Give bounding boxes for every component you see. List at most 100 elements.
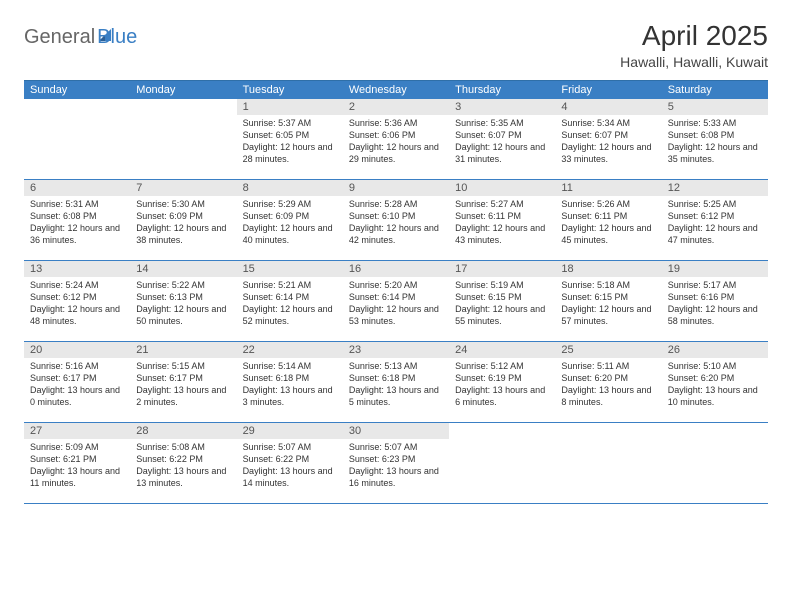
day-number: 19	[662, 261, 768, 277]
day-number: 2	[343, 99, 449, 115]
header: General Blue April 2025 Hawalli, Hawalli…	[24, 20, 768, 70]
day-info: Sunrise: 5:26 AMSunset: 6:11 PMDaylight:…	[555, 198, 661, 247]
day-number: 3	[449, 99, 555, 115]
calendar-cell: 29 Sunrise: 5:07 AMSunset: 6:22 PMDayligh…	[237, 423, 343, 503]
calendar-cell: 5 Sunrise: 5:33 AMSunset: 6:08 PMDaylight…	[662, 99, 768, 179]
calendar-week: 6 Sunrise: 5:31 AMSunset: 6:08 PMDaylight…	[24, 180, 768, 261]
day-info: Sunrise: 5:14 AMSunset: 6:18 PMDaylight:…	[237, 360, 343, 409]
calendar-cell: 7 Sunrise: 5:30 AMSunset: 6:09 PMDaylight…	[130, 180, 236, 260]
day-info: Sunrise: 5:33 AMSunset: 6:08 PMDaylight:…	[662, 117, 768, 166]
day-number: 7	[130, 180, 236, 196]
day-info: Sunrise: 5:08 AMSunset: 6:22 PMDaylight:…	[130, 441, 236, 490]
day-info: Sunrise: 5:28 AMSunset: 6:10 PMDaylight:…	[343, 198, 449, 247]
day-number: 10	[449, 180, 555, 196]
calendar-cell: 25 Sunrise: 5:11 AMSunset: 6:20 PMDayligh…	[555, 342, 661, 422]
calendar-cell	[24, 99, 130, 179]
day-info: Sunrise: 5:30 AMSunset: 6:09 PMDaylight:…	[130, 198, 236, 247]
day-number: 18	[555, 261, 661, 277]
day-number: 28	[130, 423, 236, 439]
day-info: Sunrise: 5:35 AMSunset: 6:07 PMDaylight:…	[449, 117, 555, 166]
logo-word-1: General	[24, 26, 95, 49]
day-info: Sunrise: 5:21 AMSunset: 6:14 PMDaylight:…	[237, 279, 343, 328]
calendar-cell: 30Sunrise: 5:07 AMSunset: 6:23 PMDayligh…	[343, 423, 449, 503]
day-number: 5	[662, 99, 768, 115]
calendar-cell: 26Sunrise: 5:10 AMSunset: 6:20 PMDayligh…	[662, 342, 768, 422]
page-title: April 2025	[620, 20, 768, 52]
calendar-week: 13 Sunrise: 5:24 AMSunset: 6:12 PMDayligh…	[24, 261, 768, 342]
calendar-cell	[662, 423, 768, 503]
calendar-cell: 12 Sunrise: 5:25 AMSunset: 6:12 PMDayligh…	[662, 180, 768, 260]
day-info: Sunrise: 5:13 AMSunset: 6:18 PMDaylight:…	[343, 360, 449, 409]
day-info: Sunrise: 5:18 AMSunset: 6:15 PMDaylight:…	[555, 279, 661, 328]
day-number: 12	[662, 180, 768, 196]
calendar-cell: 15Sunrise: 5:21 AMSunset: 6:14 PMDayligh…	[237, 261, 343, 341]
day-info: Sunrise: 5:20 AMSunset: 6:14 PMDaylight:…	[343, 279, 449, 328]
day-number: 25	[555, 342, 661, 358]
day-number: 1	[237, 99, 343, 115]
calendar-cell: 6 Sunrise: 5:31 AMSunset: 6:08 PMDaylight…	[24, 180, 130, 260]
calendar-week: 27 Sunrise: 5:09 AMSunset: 6:21 PMDayligh…	[24, 423, 768, 504]
calendar-cell: 2 Sunrise: 5:36 AMSunset: 6:06 PMDaylight…	[343, 99, 449, 179]
calendar-cell: 14 Sunrise: 5:22 AMSunset: 6:13 PMDayligh…	[130, 261, 236, 341]
day-header: Tuesday	[237, 81, 343, 99]
day-info: Sunrise: 5:29 AMSunset: 6:09 PMDaylight:…	[237, 198, 343, 247]
calendar-cell: 24 Sunrise: 5:12 AMSunset: 6:19 PMDayligh…	[449, 342, 555, 422]
day-number: 27	[24, 423, 130, 439]
calendar-cell: 22 Sunrise: 5:14 AMSunset: 6:18 PMDayligh…	[237, 342, 343, 422]
day-number: 20	[24, 342, 130, 358]
day-header: Wednesday	[343, 81, 449, 99]
day-info: Sunrise: 5:36 AMSunset: 6:06 PMDaylight:…	[343, 117, 449, 166]
day-number: 22	[237, 342, 343, 358]
calendar-cell: 28 Sunrise: 5:08 AMSunset: 6:22 PMDayligh…	[130, 423, 236, 503]
calendar: SundayMondayTuesdayWednesdayThursdayFrid…	[24, 80, 768, 504]
day-info: Sunrise: 5:11 AMSunset: 6:20 PMDaylight:…	[555, 360, 661, 409]
day-header-row: SundayMondayTuesdayWednesdayThursdayFrid…	[24, 81, 768, 99]
day-number: 21	[130, 342, 236, 358]
logo-word-2: Blue	[97, 26, 137, 49]
day-info: Sunrise: 5:34 AMSunset: 6:07 PMDaylight:…	[555, 117, 661, 166]
calendar-cell: 27 Sunrise: 5:09 AMSunset: 6:21 PMDayligh…	[24, 423, 130, 503]
calendar-cell	[555, 423, 661, 503]
calendar-cell: 1 Sunrise: 5:37 AMSunset: 6:05 PMDaylight…	[237, 99, 343, 179]
calendar-cell	[449, 423, 555, 503]
day-info: Sunrise: 5:22 AMSunset: 6:13 PMDaylight:…	[130, 279, 236, 328]
day-info: Sunrise: 5:12 AMSunset: 6:19 PMDaylight:…	[449, 360, 555, 409]
calendar-cell: 20Sunrise: 5:16 AMSunset: 6:17 PMDayligh…	[24, 342, 130, 422]
calendar-cell: 19 Sunrise: 5:17 AMSunset: 6:16 PMDayligh…	[662, 261, 768, 341]
day-info: Sunrise: 5:25 AMSunset: 6:12 PMDaylight:…	[662, 198, 768, 247]
day-number: 17	[449, 261, 555, 277]
calendar-week: 20Sunrise: 5:16 AMSunset: 6:17 PMDayligh…	[24, 342, 768, 423]
day-number: 13	[24, 261, 130, 277]
calendar-cell: 3 Sunrise: 5:35 AMSunset: 6:07 PMDaylight…	[449, 99, 555, 179]
day-number: 9	[343, 180, 449, 196]
calendar-cell: 23 Sunrise: 5:13 AMSunset: 6:18 PMDayligh…	[343, 342, 449, 422]
day-number: 24	[449, 342, 555, 358]
day-header: Friday	[555, 81, 661, 99]
calendar-cell: 18 Sunrise: 5:18 AMSunset: 6:15 PMDayligh…	[555, 261, 661, 341]
calendar-cell	[130, 99, 236, 179]
day-info: Sunrise: 5:24 AMSunset: 6:12 PMDaylight:…	[24, 279, 130, 328]
day-header: Sunday	[24, 81, 130, 99]
day-number: 11	[555, 180, 661, 196]
calendar-cell: 9 Sunrise: 5:28 AMSunset: 6:10 PMDaylight…	[343, 180, 449, 260]
day-number: 29	[237, 423, 343, 439]
day-number: 16	[343, 261, 449, 277]
day-info: Sunrise: 5:15 AMSunset: 6:17 PMDaylight:…	[130, 360, 236, 409]
day-info: Sunrise: 5:17 AMSunset: 6:16 PMDaylight:…	[662, 279, 768, 328]
calendar-cell: 10Sunrise: 5:27 AMSunset: 6:11 PMDayligh…	[449, 180, 555, 260]
day-header: Saturday	[662, 81, 768, 99]
day-info: Sunrise: 5:37 AMSunset: 6:05 PMDaylight:…	[237, 117, 343, 166]
day-info: Sunrise: 5:07 AMSunset: 6:22 PMDaylight:…	[237, 441, 343, 490]
calendar-cell: 11 Sunrise: 5:26 AMSunset: 6:11 PMDayligh…	[555, 180, 661, 260]
day-number: 6	[24, 180, 130, 196]
day-number: 8	[237, 180, 343, 196]
calendar-cell: 17 Sunrise: 5:19 AMSunset: 6:15 PMDayligh…	[449, 261, 555, 341]
day-info: Sunrise: 5:19 AMSunset: 6:15 PMDaylight:…	[449, 279, 555, 328]
day-info: Sunrise: 5:31 AMSunset: 6:08 PMDaylight:…	[24, 198, 130, 247]
calendar-cell: 4Sunrise: 5:34 AMSunset: 6:07 PMDaylight…	[555, 99, 661, 179]
day-info: Sunrise: 5:09 AMSunset: 6:21 PMDaylight:…	[24, 441, 130, 490]
day-number: 14	[130, 261, 236, 277]
location-text: Hawalli, Hawalli, Kuwait	[620, 54, 768, 70]
day-header: Monday	[130, 81, 236, 99]
day-number: 23	[343, 342, 449, 358]
